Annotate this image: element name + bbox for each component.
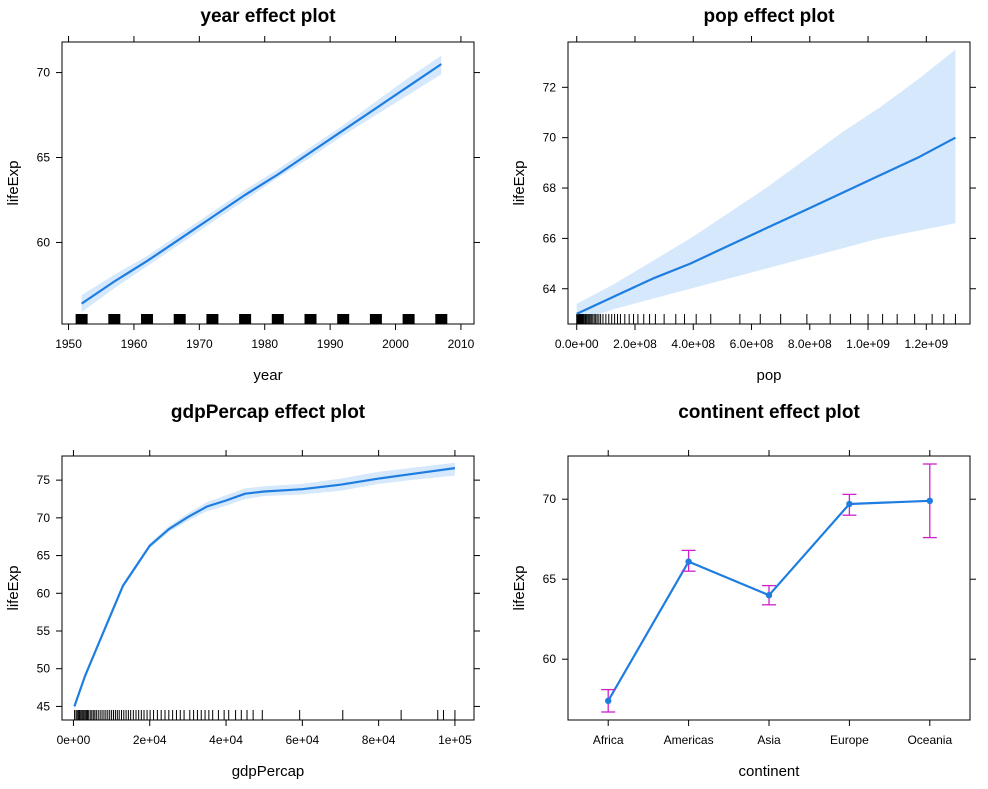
- pop-xtick-label: 1.0e+09: [846, 337, 890, 351]
- pop-rug: [576, 314, 956, 324]
- year-xtick-label: 1970: [186, 337, 213, 351]
- year-rug-block: [108, 314, 121, 324]
- gdppercap-yaxis-label: lifeExp: [5, 565, 22, 610]
- gdppercap-xtick-label: 2e+04: [133, 733, 167, 747]
- year-rug-block: [75, 314, 88, 324]
- year-rug-block: [304, 314, 317, 324]
- point-asia: [765, 592, 773, 599]
- gdppercap-xtick-label: 0e+00: [57, 733, 91, 747]
- continent-xtick-label: Asia: [757, 733, 781, 747]
- continent-plot-title: continent effect plot: [678, 402, 860, 423]
- pop-xaxis-label: pop: [756, 367, 781, 384]
- pop-xtick-label: 4.0e+08: [671, 337, 715, 351]
- gdppercap-xtick-label: 8e+04: [362, 733, 396, 747]
- gdppercap-xtick-label: 4e+04: [209, 733, 243, 747]
- continent-xtick-label: Africa: [593, 733, 624, 747]
- year-yaxis-label: lifeExp: [5, 160, 22, 205]
- pop-xtick-label: 8.0e+08: [788, 337, 832, 351]
- year-xtick-label: 1950: [55, 337, 82, 351]
- pop-xtick-label: 1.2e+09: [904, 337, 948, 351]
- year-rug-block: [435, 314, 448, 324]
- year-xtick-label: 2000: [382, 337, 409, 351]
- year-rug-block: [402, 314, 415, 324]
- gdppercap-plot-title: gdpPercap effect plot: [171, 402, 366, 423]
- point-europe: [846, 500, 853, 508]
- pop-ytick-label: 64: [543, 282, 557, 296]
- year-rug-block: [141, 314, 154, 324]
- gdppercap-plot-frame: [61, 455, 475, 721]
- pop-ytick-label: 68: [543, 181, 557, 195]
- pop-xtick-label: 6.0e+08: [730, 337, 774, 351]
- pop-fit-line: [576, 136, 956, 315]
- gdppercap-rug: [74, 710, 456, 720]
- year-ytick-label: 70: [37, 66, 51, 80]
- gdppercap-ytick-label: 65: [37, 549, 51, 563]
- continent-xtick-label: Europe: [830, 733, 869, 747]
- pop-confidence-band: [576, 49, 956, 322]
- continent-xtick-label: Americas: [664, 733, 714, 747]
- year-rug-block: [173, 314, 186, 324]
- gdppercap-xtick-label: 6e+04: [285, 733, 319, 747]
- gdppercap-xaxis-label: gdpPercap: [232, 763, 305, 780]
- gdppercap-ytick-label: 75: [37, 473, 51, 487]
- pop-xtick-label: 2.0e+08: [613, 337, 657, 351]
- year-xtick-label: 1990: [317, 337, 344, 351]
- year-rug-block: [239, 314, 252, 324]
- continent-ytick-label: 60: [543, 652, 557, 666]
- year-xaxis-label: year: [253, 367, 282, 384]
- gdppercap-ytick-label: 55: [37, 624, 51, 638]
- year-xtick-label: 2010: [448, 337, 475, 351]
- year-plot-title: year effect plot: [200, 6, 336, 27]
- pop-ytick-label: 70: [543, 131, 557, 145]
- gdppercap-effect-panel: gdpPercap effect plot 0e+00 2e+04 4e+04 6e+0…: [5, 402, 480, 780]
- continent-xaxis-label: continent: [739, 763, 801, 780]
- point-americas: [685, 558, 692, 565]
- pop-ytick-label: 72: [543, 80, 557, 94]
- year-xtick-label: 1980: [251, 337, 278, 351]
- gdppercap-ytick-label: 60: [37, 586, 51, 600]
- gdppercap-ytick-label: 45: [37, 699, 51, 713]
- point-oceania: [926, 497, 933, 504]
- year-effect-panel: year effect plot 1950 1960 1970 1980 1990 2000…: [5, 6, 480, 384]
- point-africa: [605, 697, 612, 704]
- year-rug-block: [369, 314, 382, 324]
- pop-ytick-label: 66: [543, 231, 557, 245]
- gdppercap-fit-line: [73, 467, 456, 707]
- year-ytick-label: 60: [37, 235, 51, 249]
- continent-yaxis-label: lifeExp: [511, 565, 528, 610]
- year-rug: [75, 314, 448, 324]
- year-xtick-label: 1960: [121, 337, 148, 351]
- pop-yaxis-label: lifeExp: [511, 160, 528, 205]
- pop-plot-title: pop effect plot: [704, 6, 836, 27]
- gdppercap-ytick-label: 50: [37, 662, 51, 676]
- year-ytick-label: 65: [37, 151, 51, 165]
- continent-effect-panel: continent effect plot Africa Americas Asia E…: [511, 402, 976, 780]
- year-rug-block: [271, 314, 284, 324]
- year-rug-block: [337, 314, 350, 324]
- continent-ytick-label: 70: [543, 492, 557, 506]
- gdppercap-ytick-label: 70: [37, 511, 51, 525]
- pop-effect-panel: pop effect plot 0.0e+00 2.0e+08 4.0e+08 6.0e…: [511, 6, 976, 384]
- pop-xtick-label: 0.0e+00: [555, 337, 599, 351]
- gdppercap-confidence-band: [74, 462, 455, 710]
- year-rug-block: [206, 314, 219, 324]
- year-fit-line: [80, 63, 442, 305]
- continent-xtick-label: Oceania: [907, 733, 952, 747]
- pop-plot-frame: [567, 41, 971, 325]
- year-plot-frame: [61, 41, 475, 325]
- continent-ytick-label: 65: [543, 572, 557, 586]
- gdppercap-xtick-label: 1e+05: [438, 733, 472, 747]
